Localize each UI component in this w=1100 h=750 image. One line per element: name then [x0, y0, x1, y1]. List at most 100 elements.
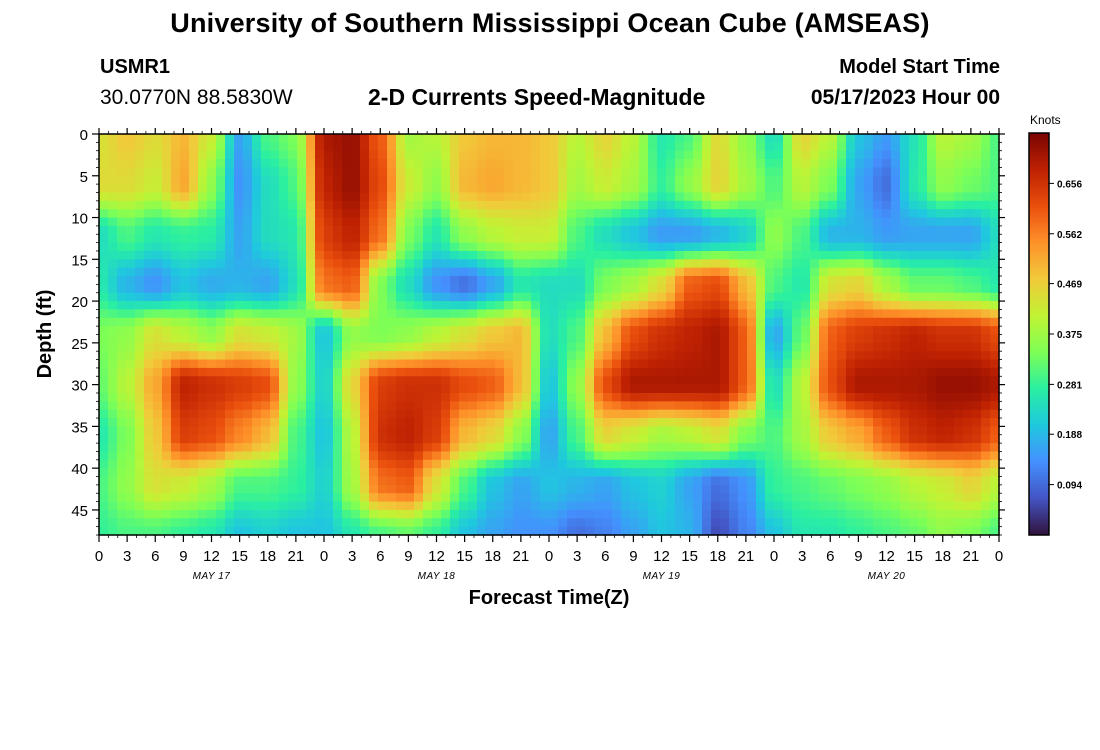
heatmap-cell: [495, 392, 505, 402]
heatmap-cell: [270, 359, 280, 369]
heatmap-cell: [234, 200, 244, 210]
heatmap-cell: [108, 501, 118, 511]
heatmap-cell: [216, 376, 226, 386]
heatmap-cell: [486, 443, 496, 453]
heatmap-cell: [396, 367, 406, 377]
heatmap-cell: [927, 342, 937, 352]
heatmap-cell: [486, 484, 496, 494]
heatmap-cell: [477, 134, 487, 143]
heatmap-cell: [819, 284, 829, 294]
heatmap-cell: [414, 292, 424, 302]
heatmap-cell: [414, 192, 424, 202]
heatmap-cell: [594, 484, 604, 494]
heatmap-cell: [900, 209, 910, 219]
heatmap-cell: [657, 518, 667, 528]
heatmap-cell: [270, 334, 280, 344]
heatmap-cell: [423, 134, 433, 143]
heatmap-cell: [981, 225, 991, 235]
heatmap-cell: [225, 225, 235, 235]
heatmap-cell: [387, 443, 397, 453]
heatmap-cell: [387, 451, 397, 461]
heatmap-cell: [351, 209, 361, 219]
heatmap-cell: [657, 167, 667, 177]
heatmap-cell: [630, 276, 640, 285]
heatmap-cell: [738, 250, 748, 260]
heatmap-cell: [477, 209, 487, 219]
heatmap-cell: [378, 292, 388, 302]
heatmap-cell: [477, 225, 487, 235]
heatmap-cell: [549, 493, 559, 503]
heatmap-cell: [882, 167, 892, 177]
heatmap-cell: [774, 250, 784, 260]
heatmap-cell: [387, 484, 397, 494]
heatmap-cell: [387, 351, 397, 361]
heatmap-cell: [459, 342, 469, 352]
heatmap-cell: [306, 234, 316, 244]
heatmap-cell: [252, 276, 262, 285]
heatmap-cell: [252, 426, 262, 436]
heatmap-cell: [837, 443, 847, 453]
heatmap-cell: [828, 150, 838, 160]
heatmap-cell: [990, 292, 1000, 302]
heatmap-cell: [216, 192, 226, 202]
heatmap-cell: [486, 234, 496, 244]
heatmap-cell: [144, 401, 154, 411]
heatmap-cell: [522, 225, 532, 235]
heatmap-cell: [603, 443, 613, 453]
heatmap-cell: [612, 459, 622, 469]
heatmap-cell: [792, 426, 802, 436]
heatmap-cell: [531, 267, 541, 277]
heatmap-cell: [288, 426, 298, 436]
heatmap-cell: [666, 276, 676, 285]
heatmap-cell: [747, 309, 757, 319]
heatmap-cell: [927, 509, 937, 519]
heatmap-cell: [891, 443, 901, 453]
heatmap-cell: [126, 459, 136, 469]
heatmap-cell: [252, 234, 262, 244]
heatmap-cell: [171, 175, 181, 185]
heatmap-cell: [567, 484, 577, 494]
heatmap-cell: [432, 167, 442, 177]
heatmap-cell: [162, 209, 172, 219]
heatmap-cell: [792, 434, 802, 444]
heatmap-cell: [252, 401, 262, 411]
heatmap-cell: [522, 284, 532, 294]
heatmap-cell: [639, 309, 649, 319]
heatmap-cell: [432, 518, 442, 528]
heatmap-cell: [846, 518, 856, 528]
heatmap-cell: [765, 276, 775, 285]
heatmap-cell: [279, 184, 289, 194]
heatmap-cell: [900, 259, 910, 269]
heatmap-cell: [315, 509, 325, 519]
heatmap-cell: [954, 192, 964, 202]
heatmap-cell: [459, 217, 469, 227]
heatmap-cell: [117, 342, 127, 352]
heatmap-cell: [270, 142, 280, 152]
heatmap-cell: [702, 451, 712, 461]
heatmap-cell: [423, 459, 433, 469]
heatmap-cell: [459, 367, 469, 377]
heatmap-cell: [252, 367, 262, 377]
heatmap-cell: [990, 451, 1000, 461]
heatmap-cell: [828, 351, 838, 361]
heatmap-cell: [144, 167, 154, 177]
heatmap-cell: [117, 476, 127, 486]
heatmap-cell: [216, 225, 226, 235]
x-tick-label: 18: [484, 548, 501, 565]
heatmap-cell: [351, 200, 361, 210]
x-axis: 0 3 6 9 12 15 18 21 0 3 6 9 12 15 18 21 0 3 6 9 12 15 18 21 0 3 6 9…: [95, 128, 1003, 582]
heatmap-cell: [387, 250, 397, 260]
heatmap-cell: [819, 292, 829, 302]
heatmap-cell: [963, 384, 973, 394]
heatmap-cell: [720, 242, 730, 252]
heatmap-cell: [432, 326, 442, 336]
heatmap-cell: [765, 476, 775, 486]
heatmap-cell: [162, 342, 172, 352]
heatmap-cell: [990, 209, 1000, 219]
heatmap-cell: [729, 443, 739, 453]
heatmap-cell: [747, 284, 757, 294]
heatmap-cell: [504, 476, 514, 486]
heatmap-cell: [918, 342, 928, 352]
heatmap-cell: [585, 209, 595, 219]
heatmap-cell: [855, 259, 865, 269]
